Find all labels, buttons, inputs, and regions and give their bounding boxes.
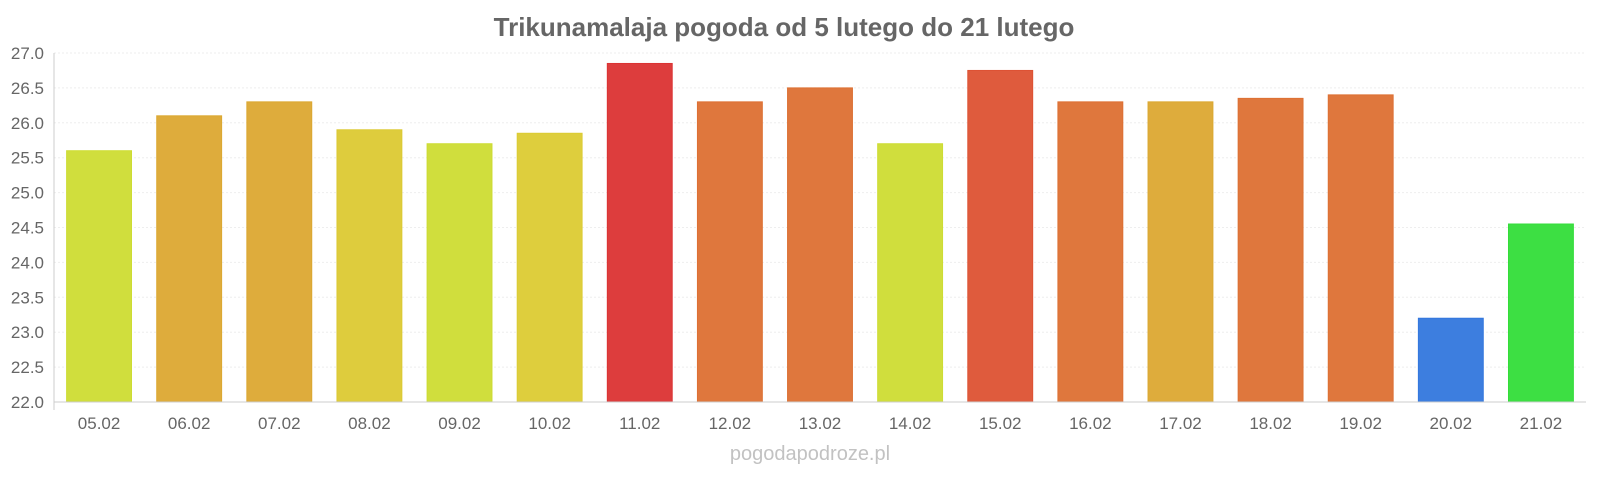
bar bbox=[516, 132, 583, 403]
x-tick-label: 14.02 bbox=[889, 414, 932, 433]
bar bbox=[246, 101, 313, 403]
x-tick-label: 09.02 bbox=[438, 414, 481, 433]
x-tick-label: 12.02 bbox=[709, 414, 752, 433]
y-tick-label: 22.5 bbox=[11, 358, 44, 377]
bar bbox=[1147, 101, 1214, 403]
x-tick-label: 21.02 bbox=[1520, 414, 1563, 433]
y-tick-label: 24.5 bbox=[11, 219, 44, 238]
y-tick-label: 26.0 bbox=[11, 114, 44, 133]
bar bbox=[156, 115, 223, 403]
y-tick-label: 26.5 bbox=[11, 79, 44, 98]
x-tick-label: 08.02 bbox=[348, 414, 391, 433]
x-tick-label: 20.02 bbox=[1430, 414, 1473, 433]
y-tick-label: 24.0 bbox=[11, 253, 44, 272]
bar bbox=[696, 101, 763, 403]
bar bbox=[66, 150, 133, 403]
x-tick-label: 05.02 bbox=[78, 414, 121, 433]
bar bbox=[877, 143, 944, 403]
bar bbox=[1507, 223, 1574, 403]
bar bbox=[1417, 317, 1484, 403]
bar bbox=[1327, 94, 1394, 403]
bar bbox=[426, 143, 493, 403]
x-tick-label: 18.02 bbox=[1249, 414, 1292, 433]
x-tick-label: 10.02 bbox=[528, 414, 571, 433]
y-tick-label: 27.0 bbox=[11, 44, 44, 63]
bar bbox=[1057, 101, 1124, 403]
x-tick-label: 13.02 bbox=[799, 414, 842, 433]
bar bbox=[336, 129, 403, 403]
x-tick-label: 06.02 bbox=[168, 414, 211, 433]
x-axis: 05.02 06.02 07.02 08.02 09.02 10.02 11.02 12.02… bbox=[54, 401, 1586, 433]
bars bbox=[66, 62, 1574, 403]
x-tick-label: 11.02 bbox=[619, 414, 660, 433]
watermark: pogodapodroze.pl bbox=[730, 443, 890, 465]
y-tick-label: 25.0 bbox=[11, 184, 44, 203]
x-tick-label: 16.02 bbox=[1069, 414, 1112, 433]
x-tick-label: 15.02 bbox=[979, 414, 1022, 433]
x-tick-label: 19.02 bbox=[1339, 414, 1382, 433]
x-tick-label: 07.02 bbox=[258, 414, 301, 433]
y-tick-label: 22.0 bbox=[11, 393, 44, 412]
bar bbox=[787, 87, 853, 403]
bar bbox=[1237, 97, 1304, 403]
y-axis: 22.0 22.5 23.0 23.5 24.0 24.5 25.0 25.5 26.0 26.5… bbox=[11, 44, 55, 412]
bar bbox=[606, 62, 673, 403]
chart-title: Trikunamalaja pogoda od 5 lutego do 21 l… bbox=[494, 12, 1075, 42]
y-tick-label: 25.5 bbox=[11, 149, 44, 168]
y-tick-label: 23.0 bbox=[11, 323, 44, 342]
bar bbox=[967, 69, 1034, 403]
x-tick-label: 17.02 bbox=[1159, 414, 1202, 433]
y-tick-label: 23.5 bbox=[11, 288, 44, 307]
